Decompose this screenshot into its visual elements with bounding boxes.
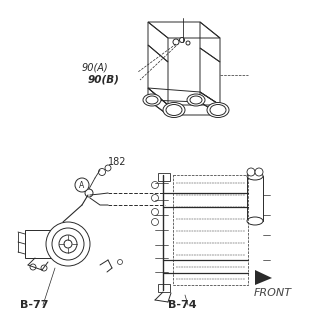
Ellipse shape [247, 217, 263, 225]
Bar [158, 284, 170, 292]
Circle shape [41, 265, 47, 271]
Ellipse shape [190, 96, 202, 104]
Ellipse shape [187, 94, 205, 106]
Circle shape [152, 209, 158, 215]
Circle shape [52, 228, 84, 260]
Circle shape [173, 39, 179, 45]
Ellipse shape [146, 96, 158, 104]
Ellipse shape [166, 105, 182, 116]
Bar [25, 230, 63, 258]
Ellipse shape [210, 105, 226, 116]
Circle shape [59, 235, 77, 253]
Text: 90(B): 90(B) [88, 74, 120, 84]
Circle shape [152, 195, 158, 202]
Circle shape [30, 264, 36, 270]
Circle shape [186, 41, 190, 45]
Circle shape [247, 168, 255, 176]
Ellipse shape [247, 172, 263, 180]
Circle shape [118, 260, 123, 265]
Polygon shape [255, 270, 272, 285]
Circle shape [152, 181, 158, 188]
Text: A: A [79, 180, 85, 189]
Ellipse shape [163, 102, 185, 117]
Circle shape [105, 165, 111, 171]
Ellipse shape [143, 94, 161, 106]
Text: FRONT: FRONT [254, 288, 292, 298]
Ellipse shape [207, 102, 229, 117]
Text: B-77: B-77 [20, 300, 48, 310]
Circle shape [64, 240, 72, 248]
Bar [247, 176, 263, 221]
Bar [158, 173, 170, 181]
Circle shape [99, 169, 105, 175]
Circle shape [255, 168, 263, 176]
Circle shape [75, 178, 89, 192]
Circle shape [152, 219, 158, 226]
Text: 90(A): 90(A) [82, 62, 109, 72]
Text: B-74: B-74 [168, 300, 197, 310]
Circle shape [85, 189, 93, 197]
Text: 182: 182 [108, 157, 126, 167]
Circle shape [46, 222, 90, 266]
Circle shape [179, 37, 184, 43]
